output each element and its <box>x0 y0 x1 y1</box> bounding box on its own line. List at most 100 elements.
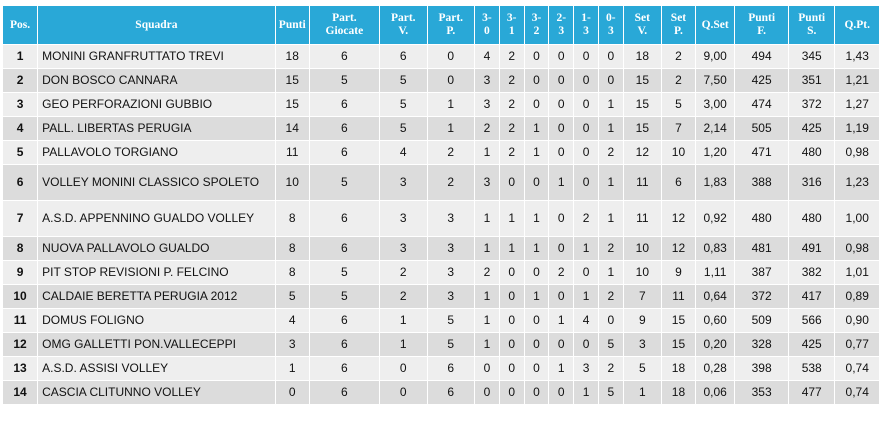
column-header: Set V. <box>623 6 662 45</box>
team-cell: NUOVA PALLAVOLO GUALDO <box>38 237 276 261</box>
stat-cell: 0,89 <box>835 285 880 309</box>
stat-cell: 0 <box>524 357 550 381</box>
stat-cell: 8 <box>275 261 310 285</box>
stat-cell: 1 <box>275 357 310 381</box>
team-cell: VOLLEY MONINI CLASSICO SPOLETO <box>38 165 276 201</box>
stat-cell: 5 <box>598 381 624 405</box>
table-row: 4 PALL. LIBERTAS PERUGIA 14 6 5 1 2 2 1 0 0 1 15 7 2,1… <box>3 117 880 141</box>
stat-cell: 0,60 <box>696 309 736 333</box>
position-cell: 6 <box>3 165 39 201</box>
stat-cell: 5 <box>598 333 624 357</box>
stat-cell: 5 <box>309 165 380 201</box>
stat-cell: 1 <box>598 117 624 141</box>
stat-cell: 8 <box>275 201 310 237</box>
stat-cell: 0 <box>549 237 575 261</box>
stat-cell: 10 <box>661 141 697 165</box>
stat-cell: 1 <box>549 309 575 333</box>
stat-cell: 0 <box>549 117 575 141</box>
stat-cell: 2 <box>427 141 476 165</box>
stat-cell: 0,98 <box>835 141 880 165</box>
team-cell: A.S.D. APPENNINO GUALDO VOLLEY <box>38 201 276 237</box>
column-header: 3- 0 <box>475 6 500 45</box>
stat-cell: 538 <box>788 357 836 381</box>
stat-cell: 0 <box>549 201 575 237</box>
stat-cell: 1,01 <box>835 261 880 285</box>
stat-cell: 11 <box>661 285 697 309</box>
stat-cell: 3 <box>380 201 428 237</box>
stat-cell: 0 <box>499 333 525 357</box>
stat-cell: 6 <box>309 45 380 69</box>
table-row: 8 NUOVA PALLAVOLO GUALDO 8 6 3 3 1 1 1 0 1 2 10 12 0,8… <box>3 237 880 261</box>
position-cell: 4 <box>3 117 39 141</box>
stat-cell: 15 <box>623 117 662 141</box>
stat-cell: 1 <box>475 237 500 261</box>
stat-cell: 3 <box>427 285 476 309</box>
stat-cell: 0,74 <box>835 381 880 405</box>
stat-cell: 3 <box>623 333 662 357</box>
column-header: 3- 1 <box>499 6 525 45</box>
stat-cell: 0 <box>574 45 599 69</box>
stat-cell: 316 <box>788 165 836 201</box>
stat-cell: 480 <box>735 201 789 237</box>
table-row: 14 CASCIA CLITUNNO VOLLEY 0 6 0 6 0 0 0 0 1 5 1 18 0,0… <box>3 381 880 405</box>
stat-cell: 3,00 <box>696 93 736 117</box>
standings-table: Pos. Squadra Punti Part. Giocate Part. V. Part.… <box>3 6 880 405</box>
stat-cell: 5 <box>309 285 380 309</box>
stat-cell: 0 <box>549 333 575 357</box>
stat-cell: 18 <box>661 381 697 405</box>
column-header: 2- 3 <box>549 6 575 45</box>
stat-cell: 5 <box>427 333 476 357</box>
stat-cell: 6 <box>309 381 380 405</box>
stat-cell: 7 <box>623 285 662 309</box>
stat-cell: 3 <box>475 93 500 117</box>
stat-cell: 509 <box>735 309 789 333</box>
stat-cell: 6 <box>309 93 380 117</box>
stat-cell: 6 <box>309 201 380 237</box>
stat-cell: 425 <box>788 333 836 357</box>
stat-cell: 12 <box>623 141 662 165</box>
stat-cell: 9,00 <box>696 45 736 69</box>
position-cell: 7 <box>3 201 39 237</box>
stat-cell: 2 <box>661 45 697 69</box>
stat-cell: 15 <box>623 69 662 93</box>
stat-cell: 0 <box>524 333 550 357</box>
stat-cell: 1 <box>549 165 575 201</box>
stat-cell: 1 <box>499 237 525 261</box>
stat-cell: 0,74 <box>835 357 880 381</box>
team-cell: OMG GALLETTI PON.VALLECEPPI <box>38 333 276 357</box>
stat-cell: 2 <box>499 117 525 141</box>
column-header: Punti <box>275 6 310 45</box>
stat-cell: 12 <box>661 237 697 261</box>
table-row: 11 DOMUS FOLIGNO 4 6 1 5 1 0 0 1 4 0 9 15 0,60 509 566 0,… <box>3 309 880 333</box>
stat-cell: 0,28 <box>696 357 736 381</box>
stat-cell: 2 <box>598 285 624 309</box>
stat-cell: 0 <box>549 45 575 69</box>
stat-cell: 1 <box>475 141 500 165</box>
stat-cell: 1 <box>574 285 599 309</box>
team-cell: A.S.D. ASSISI VOLLEY <box>38 357 276 381</box>
stat-cell: 6 <box>427 381 476 405</box>
stat-cell: 0 <box>499 165 525 201</box>
column-header: Set P. <box>661 6 697 45</box>
stat-cell: 0 <box>574 261 599 285</box>
stat-cell: 6 <box>309 117 380 141</box>
stat-cell: 398 <box>735 357 789 381</box>
stat-cell: 2 <box>475 117 500 141</box>
column-header: Punti S. <box>788 6 836 45</box>
stat-cell: 1 <box>598 261 624 285</box>
stat-cell: 5 <box>380 69 428 93</box>
stat-cell: 0 <box>524 93 550 117</box>
stat-cell: 0 <box>524 309 550 333</box>
stat-cell: 5 <box>380 117 428 141</box>
stat-cell: 1,19 <box>835 117 880 141</box>
stat-cell: 0 <box>574 93 599 117</box>
stat-cell: 5 <box>427 309 476 333</box>
stat-cell: 11 <box>623 165 662 201</box>
stat-cell: 1 <box>524 285 550 309</box>
stat-cell: 0 <box>499 309 525 333</box>
stat-cell: 0 <box>524 165 550 201</box>
stat-cell: 2 <box>499 45 525 69</box>
stat-cell: 1 <box>549 357 575 381</box>
stat-cell: 345 <box>788 45 836 69</box>
stat-cell: 387 <box>735 261 789 285</box>
